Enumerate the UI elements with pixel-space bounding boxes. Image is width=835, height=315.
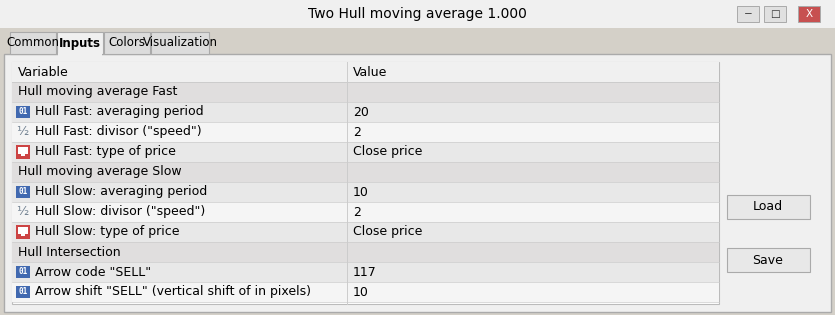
Text: Close price: Close price	[353, 146, 423, 158]
Text: Close price: Close price	[353, 226, 423, 238]
Text: Hull Slow: averaging period: Hull Slow: averaging period	[35, 186, 207, 198]
Bar	[4, 54, 831, 312]
Text: −: −	[744, 9, 752, 19]
Bar	[12, 222, 719, 242]
Text: Common: Common	[7, 37, 59, 49]
Bar	[18, 227, 28, 234]
Text: Hull moving average Fast: Hull moving average Fast	[18, 85, 177, 99]
Bar	[21, 154, 25, 156]
Text: Hull Fast: averaging period: Hull Fast: averaging period	[35, 106, 204, 118]
Text: 2: 2	[353, 205, 361, 219]
Text: X: X	[806, 9, 812, 19]
Text: Hull Slow: type of price: Hull Slow: type of price	[35, 226, 180, 238]
Text: ½: ½	[16, 125, 28, 139]
Bar	[16, 145, 30, 159]
Bar	[727, 195, 810, 219]
Bar	[151, 32, 209, 54]
Bar	[16, 106, 30, 118]
Text: Value: Value	[353, 66, 387, 78]
Text: Hull Fast: type of price: Hull Fast: type of price	[35, 146, 176, 158]
Bar	[16, 286, 30, 298]
Text: Hull moving average Slow: Hull moving average Slow	[18, 165, 182, 179]
Text: Load: Load	[753, 201, 783, 214]
Bar	[16, 225, 30, 239]
Text: Save: Save	[752, 254, 783, 266]
Text: Visualization: Visualization	[143, 37, 217, 49]
Bar	[12, 102, 719, 122]
Text: □: □	[770, 9, 780, 19]
Bar	[798, 6, 820, 22]
Text: 20: 20	[353, 106, 369, 118]
Text: Arrow shift "SELL" (vertical shift of in pixels): Arrow shift "SELL" (vertical shift of in…	[35, 285, 311, 299]
Bar	[12, 242, 719, 262]
Text: Arrow code "SELL": Arrow code "SELL"	[35, 266, 151, 278]
Text: ½: ½	[16, 205, 28, 219]
Bar	[12, 262, 719, 282]
Bar	[12, 62, 719, 304]
Text: Hull Intersection: Hull Intersection	[18, 245, 120, 259]
Text: 117: 117	[353, 266, 377, 278]
Bar	[12, 122, 719, 142]
Text: Colors: Colors	[109, 37, 145, 49]
Text: 10: 10	[353, 186, 369, 198]
Bar	[12, 82, 719, 102]
Text: Inputs: Inputs	[59, 37, 101, 49]
Bar	[0, 0, 835, 28]
Bar	[18, 147, 28, 154]
Text: Two Hull moving average 1.000: Two Hull moving average 1.000	[308, 7, 527, 21]
Bar	[727, 248, 810, 272]
Text: Hull Fast: divisor ("speed"): Hull Fast: divisor ("speed")	[35, 125, 201, 139]
Bar	[12, 182, 719, 202]
Bar	[764, 6, 786, 22]
Bar	[12, 162, 719, 182]
Text: 01: 01	[18, 187, 28, 197]
Text: 01: 01	[18, 267, 28, 277]
Bar	[12, 202, 719, 222]
Text: 2: 2	[353, 125, 361, 139]
Bar	[16, 186, 30, 198]
Bar	[57, 32, 103, 54]
Text: 10: 10	[353, 285, 369, 299]
Text: Variable: Variable	[18, 66, 68, 78]
Bar	[21, 234, 25, 236]
Bar	[10, 32, 56, 54]
Bar	[12, 282, 719, 302]
Text: 01: 01	[18, 288, 28, 296]
Bar	[12, 62, 719, 82]
Bar	[737, 6, 759, 22]
Text: Hull Slow: divisor ("speed"): Hull Slow: divisor ("speed")	[35, 205, 205, 219]
Bar	[4, 28, 831, 311]
Bar	[16, 266, 30, 278]
Bar	[12, 142, 719, 162]
Bar	[58, 53, 102, 56]
Bar	[104, 32, 150, 54]
Text: 01: 01	[18, 107, 28, 117]
